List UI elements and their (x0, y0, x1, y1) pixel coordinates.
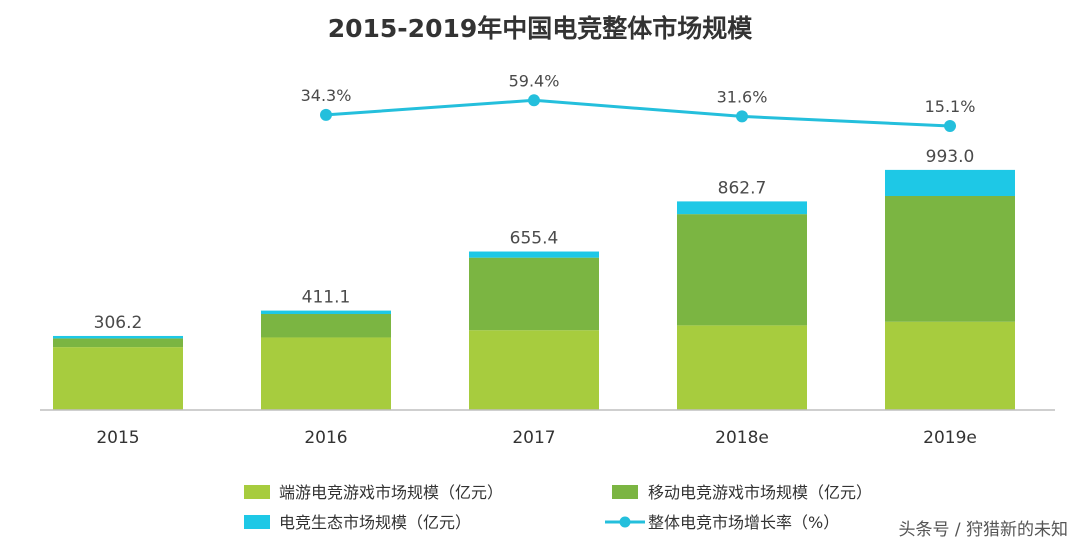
legend: 端游电竞游戏市场规模（亿元） 移动电竞游戏市场规模（亿元） 电竞生态市场规模（亿… (244, 483, 872, 532)
legend-item-growth-rate: 整体电竞市场增长率（%） (605, 513, 839, 532)
growth-rate-label-2019e: 15.1% (925, 97, 976, 116)
total-label-2017: 655.4 (510, 229, 559, 249)
bar-ecosystem-2017 (469, 251, 599, 258)
x-tick-2019e: 2019e (923, 428, 977, 448)
growth-rate-point-2016 (320, 108, 332, 121)
bar-pc-esports-2019e (885, 321, 1015, 410)
bar-pc-esports-2016 (261, 337, 391, 410)
bars-layer (53, 169, 1015, 410)
legend-label-pc-esports: 端游电竞游戏市场规模（亿元） (279, 483, 503, 502)
total-label-2016: 411.1 (302, 288, 351, 308)
bar-mobile-esports-2018e (677, 214, 807, 326)
x-tick-labels: 2015 2016 2017 2018e 2019e (96, 428, 977, 448)
legend-item-mobile-esports: 移动电竞游戏市场规模（亿元） (612, 483, 872, 502)
growth-rate-label-2018e: 31.6% (717, 87, 768, 106)
growth-rate-label-2017: 59.4% (509, 71, 560, 90)
total-label-2019e: 993.0 (926, 147, 975, 167)
bar-mobile-esports-2015 (53, 338, 183, 348)
growth-rate-line (325, 98, 951, 128)
x-tick-2015: 2015 (96, 428, 139, 448)
watermark: 头条号 / 狩猎新的未知 (898, 520, 1068, 540)
legend-swatch-mobile-esports (612, 485, 638, 499)
legend-swatch-pc-esports (244, 485, 270, 499)
bar-ecosystem-2019e (885, 169, 1015, 197)
x-tick-2017: 2017 (512, 428, 555, 448)
growth-rate-point-2019e (944, 120, 956, 132)
legend-swatch-ecosystem (244, 515, 270, 529)
bar-mobile-esports-2017 (469, 257, 599, 331)
legend-label-growth-rate: 整体电竞市场增长率（%） (648, 513, 839, 532)
labels-layer: 306.2 411.1 655.4 862.7 993.0 34.3% 59.4% 31.6%… (94, 71, 976, 333)
bar-ecosystem-2016 (261, 310, 391, 315)
chart-title: 2015-2019年中国电竞整体市场规模 (328, 14, 754, 43)
x-tick-2018e: 2018e (715, 428, 769, 448)
growth-rate-point-2018e (736, 110, 748, 123)
legend-label-mobile-esports: 移动电竞游戏市场规模（亿元） (648, 483, 872, 502)
legend-label-ecosystem: 电竞生态市场规模（亿元） (279, 513, 471, 532)
bar-pc-esports-2017 (469, 330, 599, 410)
bar-pc-esports-2018e (677, 325, 807, 410)
bar-pc-esports-2015 (53, 347, 183, 410)
growth-rate-label-2016: 34.3% (301, 86, 352, 105)
bar-mobile-esports-2016 (261, 314, 391, 338)
bar-mobile-esports-2019e (885, 196, 1015, 322)
growth-rate-point-2017 (528, 94, 540, 107)
legend-marker-growth-rate (619, 516, 631, 528)
legend-item-ecosystem: 电竞生态市场规模（亿元） (244, 513, 471, 532)
growth-line-layer (320, 94, 956, 132)
total-label-2015: 306.2 (94, 313, 143, 333)
bar-ecosystem-2018e (677, 201, 807, 215)
bar-ecosystem-2015 (53, 335, 183, 339)
x-tick-2016: 2016 (304, 428, 347, 448)
total-label-2018e: 862.7 (718, 178, 767, 198)
legend-item-pc-esports: 端游电竞游戏市场规模（亿元） (244, 483, 503, 502)
